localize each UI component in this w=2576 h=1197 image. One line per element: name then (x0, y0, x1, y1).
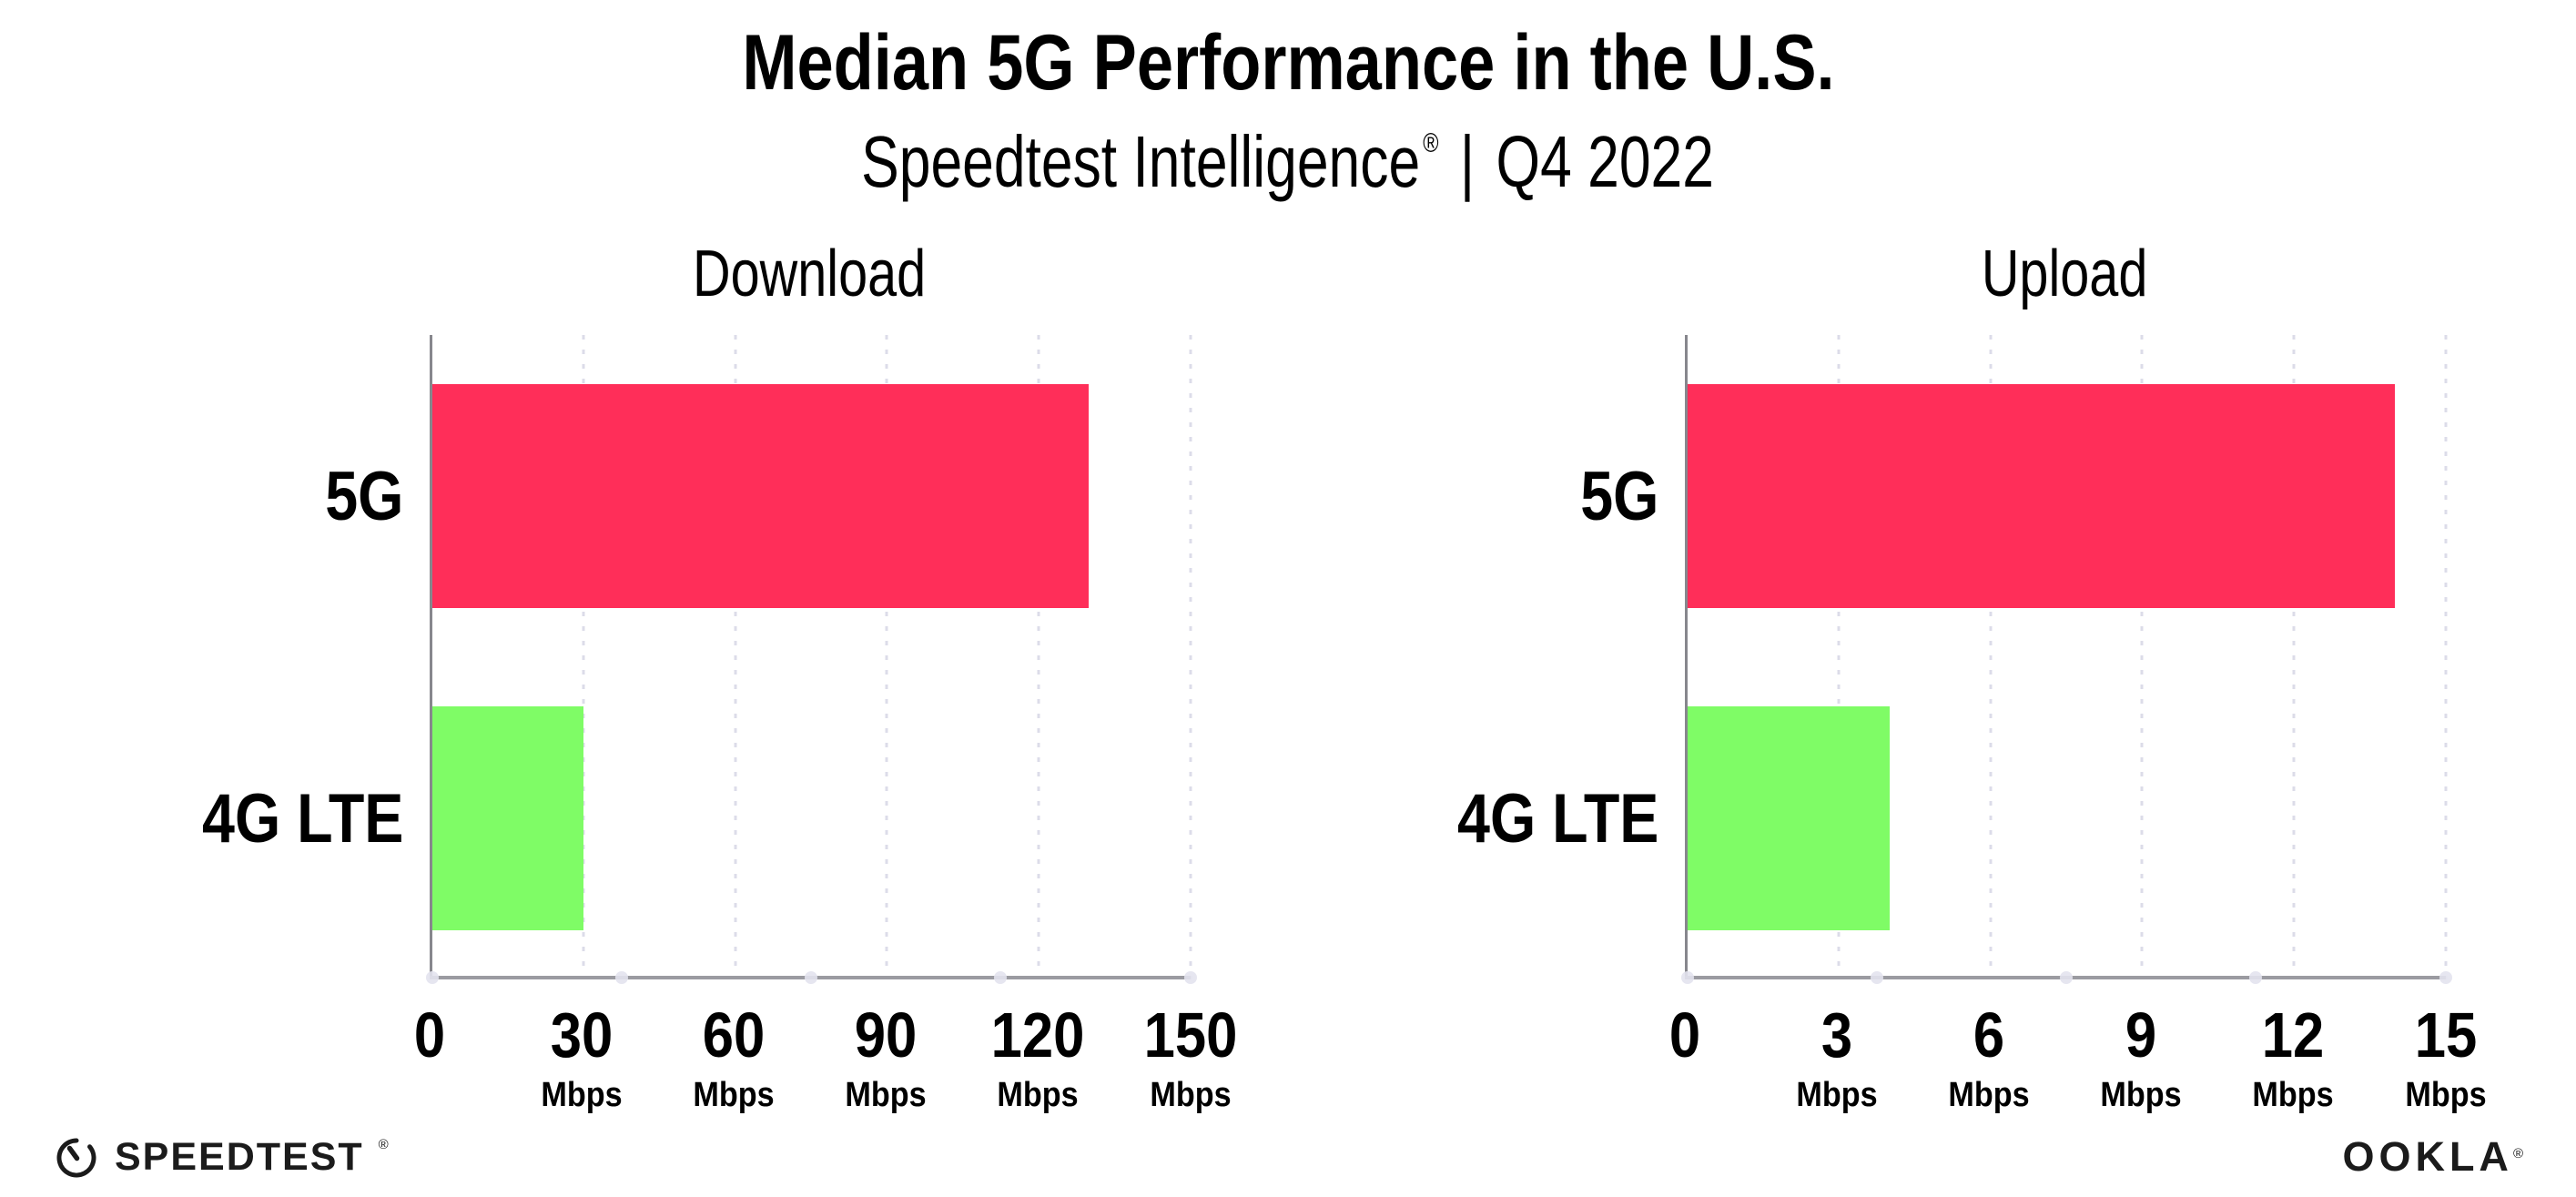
category-label-4g-lte-download: 4G LTE (131, 657, 404, 979)
x-tick-value-90-download: 90 (854, 999, 918, 1071)
chart-title-upload: Upload (1685, 237, 2446, 335)
category-label-5g-upload: 5G (1386, 335, 1659, 657)
x-tick-value-150-download: 150 (1143, 999, 1237, 1071)
page-title: Median 5G Performance in the U.S. (0, 19, 2576, 107)
x-axis-labels-download: 0 30 Mbps 60 Mbps 90 Mbps 120 Mbps 150 Mbps (413, 979, 1237, 1134)
x-tick-value-6-upload: 6 (1973, 999, 2005, 1071)
plot-area-upload (1680, 335, 2452, 985)
category-label-4g-lte-upload: 4G LTE (1386, 657, 1659, 979)
gridline-90-download (885, 335, 888, 980)
x-tick-150-download: 150 Mbps (1137, 1003, 1243, 1112)
axis-dot-2-download (805, 971, 817, 985)
footer: SPEEDTEST ® OOKLA® (53, 1133, 2523, 1181)
x-tick-0-upload: 0 (1667, 1003, 1702, 1067)
page-subtitle: Speedtest Intelligence ® | Q4 2022 (0, 124, 2576, 200)
x-tick-value-15-upload: 15 (2414, 999, 2477, 1071)
bar-5g-upload (1687, 384, 2395, 609)
subtitle-period: Q4 2022 (1496, 121, 1715, 203)
category-label-5g-download: 5G (131, 335, 404, 657)
axis-dot-3-upload (2249, 971, 2263, 985)
category-label-text-4g-lte-upload: 4G LTE (1457, 779, 1659, 857)
x-tick-unit-15-upload: Mbps (2404, 1076, 2487, 1115)
x-tick-unit-6-upload: Mbps (1948, 1076, 2030, 1115)
x-tick-value-60-download: 60 (702, 999, 766, 1071)
category-label-text-4g-lte-download: 4G LTE (202, 779, 404, 857)
x-tick-0-download: 0 (411, 1003, 447, 1067)
category-labels-upload: 5G 4G LTE (1386, 335, 1659, 979)
x-axis-labels-upload: 0 3 Mbps 6 Mbps 9 Mbps 12 Mbps 15 Mbps (1668, 979, 2486, 1134)
chart-title-text-download: Download (693, 238, 927, 311)
gridline-9-upload (2140, 335, 2144, 980)
gridline-150-download (1189, 335, 1192, 980)
chart-title-download: Download (430, 237, 1191, 335)
x-tick-15-upload: 15 Mbps (2400, 1003, 2490, 1112)
speedtest-logo: SPEEDTEST ® (53, 1133, 389, 1181)
x-tick-unit-120-download: Mbps (997, 1076, 1079, 1115)
chart-download: Download 5G 4G LTE 0 30 Mbps 60 Mbps 90 Mbps 120 Mb… (131, 237, 1237, 1134)
axis-dot-1-upload (1870, 971, 1883, 985)
x-tick-value-120-download: 120 (990, 999, 1085, 1071)
axis-dot-3-download (994, 971, 1008, 985)
ookla-logo: OOKLA® (2342, 1133, 2523, 1181)
axis-dot-2-upload (2060, 971, 2073, 985)
speedtest-registered-mark: ® (378, 1136, 389, 1152)
category-labels-download: 5G 4G LTE (131, 335, 404, 979)
registered-mark: ® (1423, 128, 1439, 159)
speedtest-wordmark: SPEEDTEST (115, 1134, 364, 1179)
bar-4g-lte-download (431, 706, 584, 931)
gridline-15-upload (2444, 335, 2447, 980)
speedtest-gauge-icon (56, 1138, 96, 1178)
x-tick-value-30-download: 30 (550, 999, 613, 1071)
bar-5g-download (431, 384, 1090, 609)
chart-title-text-upload: Upload (1982, 238, 2148, 311)
x-tick-value-9-upload: 9 (2125, 999, 2157, 1071)
x-tick-9-upload: 9 Mbps (2095, 1003, 2186, 1112)
gridline-6-upload (1989, 335, 1993, 980)
category-label-text-5g-upload: 5G (1580, 457, 1659, 535)
x-tick-60-download: 60 Mbps (688, 1003, 778, 1112)
gridline-12-upload (2292, 335, 2296, 980)
axis-dot-0-upload (1680, 971, 1694, 985)
ookla-registered-mark: ® (2512, 1146, 2523, 1161)
x-tick-6-upload: 6 Mbps (1943, 1003, 2033, 1112)
gridline-3-upload (1837, 335, 1841, 980)
x-tick-unit-9-upload: Mbps (2100, 1076, 2182, 1115)
axis-dot-4-upload (2439, 971, 2452, 985)
x-tick-90-download: 90 Mbps (840, 1003, 930, 1112)
x-tick-value-3-upload: 3 (1820, 999, 1852, 1071)
header: Median 5G Performance in the U.S. Speedt… (0, 0, 2576, 200)
x-tick-unit-30-download: Mbps (541, 1076, 623, 1115)
chart-upload: Upload 5G 4G LTE 0 3 Mbps 6 Mbps 9 Mbps 12 Mbps 15 Mb… (1386, 237, 2486, 1134)
page-title-text: Median 5G Performance in the U.S. (741, 19, 1835, 107)
x-tick-unit-60-download: Mbps (693, 1076, 775, 1115)
x-tick-unit-90-download: Mbps (845, 1076, 927, 1115)
subtitle-separator: | (1460, 121, 1476, 203)
x-tick-3-upload: 3 Mbps (1791, 1003, 1881, 1112)
axis-dot-4-download (1183, 971, 1197, 985)
x-tick-unit-3-upload: Mbps (1796, 1076, 1878, 1115)
gridline-60-download (734, 335, 737, 980)
gridline-120-download (1037, 335, 1040, 980)
x-tick-value-12-upload: 12 (2262, 999, 2325, 1071)
bar-4g-lte-upload (1687, 706, 1890, 931)
gridline-30-download (582, 335, 585, 980)
x-tick-120-download: 120 Mbps (985, 1003, 1091, 1112)
x-tick-unit-150-download: Mbps (1149, 1076, 1232, 1115)
x-tick-value-0-upload: 0 (1668, 999, 1700, 1071)
axis-dot-1-download (614, 971, 628, 985)
x-tick-unit-12-upload: Mbps (2252, 1076, 2334, 1115)
plot-area-download (425, 335, 1197, 985)
x-tick-value-0-download: 0 (413, 999, 445, 1071)
x-tick-30-download: 30 Mbps (536, 1003, 626, 1112)
ookla-wordmark: OOKLA (2342, 1133, 2513, 1180)
axis-dot-0-download (425, 971, 439, 985)
subtitle-brand: Speedtest Intelligence (861, 121, 1421, 203)
x-tick-12-upload: 12 Mbps (2248, 1003, 2338, 1112)
charts-container: Download 5G 4G LTE 0 30 Mbps 60 Mbps 90 Mbps 120 Mb… (0, 237, 2576, 1134)
category-label-text-5g-download: 5G (325, 457, 404, 535)
